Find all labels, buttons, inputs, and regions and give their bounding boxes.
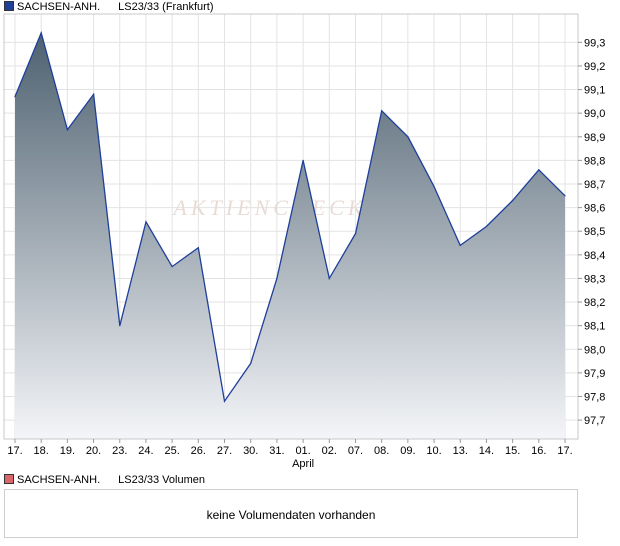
price-point xyxy=(381,110,383,112)
y-axis: 97,7 97,8 97,9 98,0 98,1 98,2 98,3 98,4 98,5 98,6… xyxy=(578,37,605,427)
y-tick-label: 98,5 xyxy=(584,226,605,238)
y-tick-label: 99,2 xyxy=(584,61,605,73)
price-point xyxy=(14,96,16,98)
x-tick-label: 01. xyxy=(295,445,310,457)
price-point xyxy=(145,221,147,223)
price-point xyxy=(66,129,68,131)
price-point xyxy=(197,247,199,249)
volume-legend-series: LS23/33 Volumen xyxy=(118,474,205,486)
x-tick-label: 31. xyxy=(269,445,284,457)
x-tick-label: 13. xyxy=(453,445,468,457)
y-tick-label: 98,7 xyxy=(584,179,605,191)
y-tick-label: 97,8 xyxy=(584,392,605,404)
plot-frame xyxy=(3,13,579,440)
x-tick-label: 25. xyxy=(164,445,179,457)
x-tick-label: 14. xyxy=(479,445,494,457)
price-point xyxy=(302,159,304,161)
price-point xyxy=(485,225,487,228)
y-tick-label: 98,3 xyxy=(584,273,605,285)
y-tick-label: 97,7 xyxy=(584,415,605,427)
x-tick-label: 30. xyxy=(243,445,258,457)
price-point xyxy=(276,277,278,279)
price-legend: SACHSEN-ANH. LS23/33 (Frankfurt) xyxy=(4,0,214,14)
x-tick-label: 17. xyxy=(7,445,22,457)
x-tick-label: 07. xyxy=(348,445,363,457)
x-tick-label: 09. xyxy=(400,445,415,457)
y-tick-label: 97,9 xyxy=(584,368,605,380)
x-tick-label: 08. xyxy=(374,445,389,457)
price-area-fill xyxy=(15,32,565,440)
x-tick-label: 17. xyxy=(557,445,572,457)
price-legend-swatch xyxy=(4,1,14,11)
x-tick-label: 24. xyxy=(138,445,153,457)
price-point xyxy=(93,93,95,95)
y-tick-label: 98,8 xyxy=(584,155,605,167)
x-tick-label: 10. xyxy=(426,445,441,457)
y-tick-label: 99,0 xyxy=(584,108,605,120)
y-tick-label: 98,0 xyxy=(584,344,605,356)
x-tick-label: 16. xyxy=(531,445,546,457)
x-tick-label: 26. xyxy=(191,445,206,457)
price-point xyxy=(354,233,357,235)
price-point xyxy=(459,244,461,246)
price-point xyxy=(433,185,435,187)
volume-legend: SACHSEN-ANH. LS23/33 Volumen xyxy=(4,473,205,487)
y-tick-label: 98,2 xyxy=(584,297,605,309)
x-tick-label: 15. xyxy=(505,445,520,457)
price-point xyxy=(223,400,226,402)
price-line xyxy=(14,30,566,403)
price-point xyxy=(171,266,173,268)
y-tick-label: 98,4 xyxy=(584,250,605,262)
volume-panel: keine Volumendaten vorhanden xyxy=(4,489,578,538)
price-point xyxy=(511,199,514,202)
price-legend-name: SACHSEN-ANH. xyxy=(17,1,101,13)
price-point xyxy=(40,32,42,34)
x-tick-label: 18. xyxy=(34,445,49,457)
x-tick-label: 02. xyxy=(322,445,337,457)
price-point xyxy=(250,362,252,364)
price-point xyxy=(407,136,409,138)
y-tick-label: 98,6 xyxy=(584,203,605,215)
x-tick-label: 20. xyxy=(86,445,101,457)
price-point xyxy=(538,169,540,171)
y-tick-label: 99,3 xyxy=(584,37,605,49)
volume-empty-message: keine Volumendaten vorhanden xyxy=(206,508,376,522)
y-tick-label: 98,1 xyxy=(584,321,605,333)
price-point xyxy=(328,277,330,279)
volume-legend-swatch xyxy=(4,474,14,484)
y-tick-label: 99,1 xyxy=(584,85,605,97)
price-series xyxy=(14,30,566,440)
volume-legend-name: SACHSEN-ANH. xyxy=(17,474,101,486)
price-legend-series: LS23/33 (Frankfurt) xyxy=(118,1,214,13)
price-chart: AKTIENCHECK 97,7 97,8 97,9 98,0 98,1 98,2 98,3… xyxy=(3,13,605,470)
x-tick-label: 23. xyxy=(112,445,127,457)
x-axis: 17. 18. 19. 20. 23. 24. 25. 26. 27. 30. 31. 01. 02. 0… xyxy=(7,439,573,470)
x-tick-label: 27. xyxy=(217,445,232,457)
watermark: AKTIENCHECK xyxy=(171,195,366,220)
price-point xyxy=(564,195,566,197)
x-tick-label: 19. xyxy=(60,445,75,457)
y-tick-label: 98,9 xyxy=(584,132,605,144)
x-month-label: April xyxy=(292,458,314,470)
price-point xyxy=(119,325,121,327)
